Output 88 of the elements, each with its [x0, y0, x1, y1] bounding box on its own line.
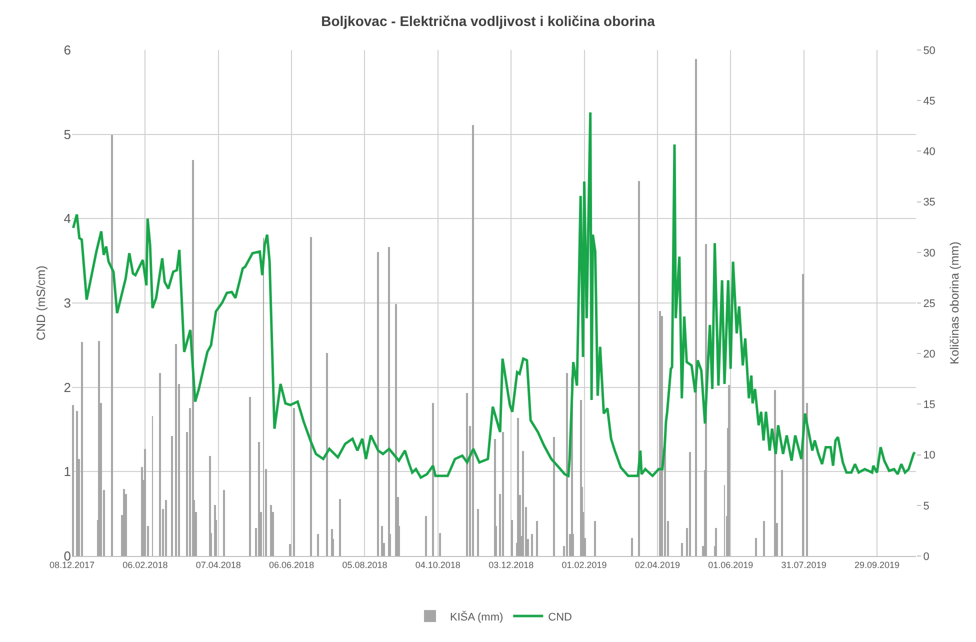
bar	[715, 528, 717, 556]
x-tick-label: 01.02.2019	[562, 560, 607, 570]
x-tick-label: 08.12.2017	[49, 560, 95, 570]
bar	[439, 533, 441, 556]
legend-label: CND	[548, 611, 572, 624]
bar	[289, 544, 291, 556]
y2-tick-label: 30	[923, 247, 936, 260]
x-tick-label: 03.12.2018	[488, 560, 534, 570]
y-tick-label: 1	[64, 464, 71, 480]
bar	[432, 403, 434, 556]
y2-axis-title: Količinas oborina (mm)	[947, 242, 962, 364]
bar	[466, 393, 468, 556]
x-tick-label: 06.06.2018	[269, 560, 314, 570]
bar	[326, 353, 328, 556]
bar	[553, 437, 555, 556]
bar	[681, 543, 683, 556]
x-tick-label: 07.04.2018	[196, 560, 241, 570]
y-tick-label: 4	[64, 211, 71, 226]
bar	[511, 520, 513, 556]
bar	[339, 499, 341, 556]
x-tick-label: 29.09.2019	[854, 560, 900, 570]
x-tick-label: 06.02.2018	[122, 560, 168, 570]
bar	[763, 521, 765, 556]
bar	[517, 418, 519, 556]
bar	[695, 59, 697, 556]
bar	[659, 311, 661, 556]
bar	[270, 505, 272, 556]
bar	[317, 534, 319, 556]
y-axis-title: CND (mS/cm)	[34, 266, 48, 340]
bar	[98, 341, 100, 556]
bar	[689, 452, 691, 556]
x-tick-label: 04.10.2018	[415, 560, 460, 570]
bar	[293, 408, 295, 556]
bar	[76, 411, 78, 556]
bar	[381, 526, 383, 556]
legend-label: KIŠA (mm)	[450, 610, 504, 624]
bar	[111, 135, 113, 556]
bar	[159, 373, 161, 556]
bar	[165, 500, 167, 556]
bar	[223, 490, 225, 556]
x-tick-label: 31.07.2019	[781, 560, 826, 570]
bar	[728, 385, 730, 556]
y2-tick-label: 35	[923, 196, 936, 209]
bar	[81, 342, 83, 556]
y2-tick-label: 25	[923, 298, 936, 310]
bar	[395, 304, 397, 556]
y2-tick-label: 0	[923, 550, 930, 563]
bar	[388, 247, 390, 556]
bar	[425, 516, 427, 556]
bar	[755, 538, 757, 556]
y2-tick-label: 10	[923, 450, 936, 462]
bar	[377, 252, 379, 556]
bar	[249, 397, 251, 556]
x-tick-label: 01.06.2019	[708, 560, 754, 570]
bar	[144, 449, 146, 556]
y-tick-label: 5	[64, 126, 71, 142]
y2-tick-label: 15	[923, 399, 936, 412]
y2-tick-label: 45	[923, 95, 936, 108]
bar	[472, 125, 474, 556]
bar	[258, 442, 260, 556]
x-tick-label: 02.04.2019	[634, 560, 680, 570]
bar	[72, 405, 74, 556]
bar	[171, 436, 173, 556]
y2-tick-label: 50	[923, 44, 936, 57]
y-tick-label: 6	[64, 42, 71, 58]
bar	[310, 237, 312, 556]
y2-tick-label: 5	[923, 500, 930, 512]
bar	[477, 509, 479, 556]
bar	[522, 451, 524, 556]
y2-tick-label: 40	[923, 146, 936, 158]
bar	[774, 390, 776, 556]
bar	[631, 538, 633, 556]
bar	[175, 344, 177, 556]
line-series	[72, 111, 916, 479]
bar	[638, 181, 640, 556]
y2-tick-label: 20	[923, 348, 936, 360]
bar	[536, 521, 538, 556]
bar	[566, 373, 568, 556]
bar	[594, 521, 596, 556]
bar	[123, 489, 125, 556]
y-tick-label: 2	[64, 380, 71, 395]
bar	[806, 403, 808, 556]
bar	[781, 470, 783, 556]
bar	[531, 534, 533, 556]
y-tick-label: 3	[64, 296, 71, 311]
bar	[502, 432, 504, 556]
chart-title: Boljkovac - Električna vodljivost i količina oborina	[321, 12, 656, 29]
x-tick-label: 05.08.2018	[342, 560, 388, 570]
